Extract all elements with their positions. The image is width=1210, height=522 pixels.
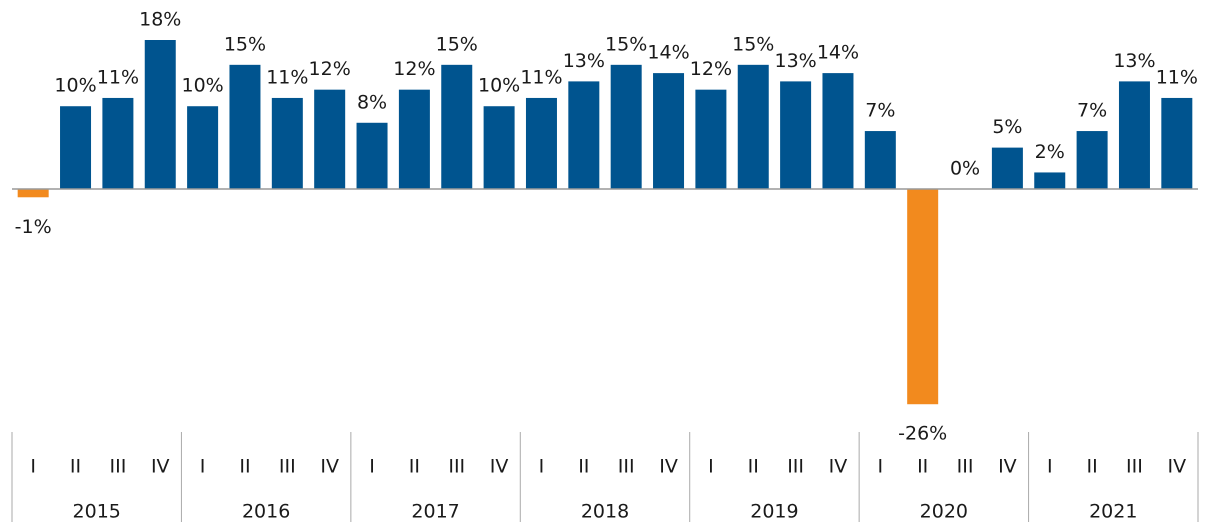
data-label: 14% — [817, 42, 859, 64]
bar — [314, 89, 346, 189]
data-label: 11% — [97, 66, 139, 88]
data-label: 11% — [266, 66, 308, 88]
bar — [907, 189, 939, 405]
x-tick-label: IV — [1168, 456, 1187, 478]
bar — [271, 97, 303, 189]
bar — [822, 73, 854, 189]
data-label: 13% — [1113, 50, 1155, 72]
bar — [1076, 131, 1108, 189]
x-tick-label: II — [578, 456, 589, 478]
bar — [187, 106, 219, 189]
group-label: 2015 — [73, 501, 121, 522]
data-label: 18% — [139, 9, 181, 31]
bar — [653, 73, 685, 189]
data-label: 15% — [436, 33, 478, 55]
data-label: 13% — [563, 50, 605, 72]
group-label: 2021 — [1089, 501, 1137, 522]
data-label: -1% — [15, 216, 52, 238]
bar — [695, 89, 727, 189]
x-tick-label: I — [708, 456, 714, 478]
bar — [102, 97, 134, 189]
x-tick-label: II — [239, 456, 250, 478]
x-tick-label: II — [1086, 456, 1097, 478]
bar — [1034, 172, 1066, 189]
bar — [780, 81, 812, 189]
group-label: 2018 — [581, 501, 629, 522]
x-tick-label: III — [279, 456, 296, 478]
bar — [356, 122, 388, 189]
x-tick-label: III — [1126, 456, 1143, 478]
data-label: 2% — [1035, 141, 1065, 163]
bar — [1161, 97, 1193, 189]
data-label: 14% — [647, 42, 689, 64]
x-tick-label: III — [618, 456, 635, 478]
x-tick-label: I — [369, 456, 375, 478]
x-tick-label: IV — [829, 456, 848, 478]
x-tick-label: III — [957, 456, 974, 478]
bar — [737, 64, 769, 189]
bar — [60, 106, 92, 189]
data-label: 11% — [520, 66, 562, 88]
x-tick-label: I — [30, 456, 36, 478]
group-label: 2017 — [411, 501, 459, 522]
group-label: 2016 — [242, 501, 290, 522]
group-label: 2020 — [920, 501, 968, 522]
data-label: 5% — [992, 116, 1022, 138]
x-tick-label: II — [748, 456, 759, 478]
bar — [441, 64, 473, 189]
group-label: 2019 — [750, 501, 798, 522]
data-label: 12% — [393, 58, 435, 80]
bar — [864, 131, 896, 189]
bar — [483, 106, 515, 189]
bar — [229, 64, 261, 189]
x-tick-label: IV — [151, 456, 170, 478]
data-label: 0% — [950, 158, 980, 180]
data-label: 12% — [690, 58, 732, 80]
data-label: -26% — [898, 423, 947, 445]
data-label: 15% — [605, 33, 647, 55]
data-label: 15% — [732, 33, 774, 55]
x-tick-label: II — [70, 456, 81, 478]
bar — [1118, 81, 1150, 189]
x-tick-label: I — [539, 456, 545, 478]
data-label: 8% — [357, 91, 387, 113]
data-label: 10% — [54, 75, 96, 97]
x-tick-label: I — [1047, 456, 1053, 478]
bar — [17, 189, 49, 198]
x-tick-label: III — [109, 456, 126, 478]
x-tick-label: I — [878, 456, 884, 478]
x-tick-label: III — [787, 456, 804, 478]
data-label: 7% — [865, 100, 895, 122]
x-tick-label: IV — [659, 456, 678, 478]
data-label: 11% — [1156, 66, 1198, 88]
data-label: 13% — [774, 50, 816, 72]
bar — [568, 81, 600, 189]
data-label: 10% — [181, 75, 223, 97]
x-tick-label: II — [409, 456, 420, 478]
bar — [144, 40, 176, 189]
bar — [991, 147, 1023, 189]
data-label: 15% — [224, 33, 266, 55]
x-tick-label: IV — [490, 456, 509, 478]
x-tick-label: IV — [320, 456, 339, 478]
data-label: 10% — [478, 75, 520, 97]
x-tick-label: IV — [998, 456, 1017, 478]
bar — [398, 89, 430, 189]
bar — [610, 64, 642, 189]
x-tick-label: III — [448, 456, 465, 478]
data-label: 12% — [309, 58, 351, 80]
bar — [525, 97, 557, 189]
x-tick-label: II — [917, 456, 928, 478]
data-label: 7% — [1077, 100, 1107, 122]
x-tick-label: I — [200, 456, 206, 478]
